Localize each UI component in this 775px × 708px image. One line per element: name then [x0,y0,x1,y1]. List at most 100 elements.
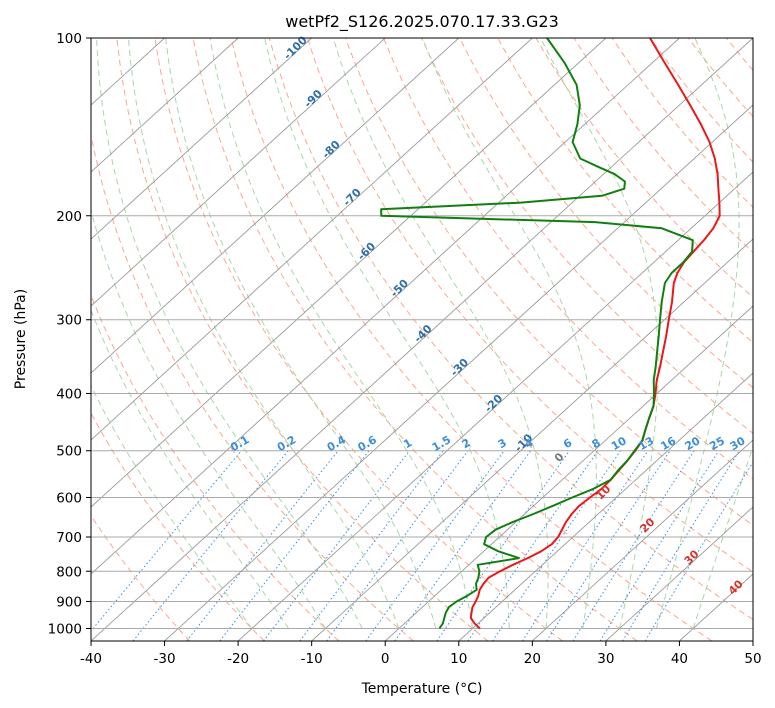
moist-adiabat-line [332,38,549,629]
mixing-ratio-line [522,450,649,641]
dry-adiabat-line [192,38,638,641]
y-axis-label: Pressure (hPa) [13,289,29,389]
dry-adiabat-line [649,38,753,163]
y-tick-label: 100 [56,31,82,47]
mixing-ratio-line [492,450,622,641]
mixing-ratio-line [622,450,740,641]
x-tick-label: -10 [301,651,323,667]
mixing-ratio-line [186,450,339,641]
dry-adiabat-line [230,38,713,641]
series-line-2 [380,38,694,630]
isotherm-label: -90 [302,87,325,110]
isotherm-line [91,38,680,575]
mixing-ratio-line [326,450,469,641]
y-tick-label: 900 [56,594,82,610]
dry-adiabat-line [268,38,753,621]
y-axis: 100 200 300 400 500 600 700 800 900 1000 [48,31,91,637]
mixing-ratio-line [365,450,505,641]
isotherm-line [91,38,460,374]
dry-adiabat-label: 40 [726,577,746,597]
x-axis: -40 -30 -20 -10 0 10 20 30 40 50 [80,641,762,667]
isotherm-line [605,506,753,641]
moist-adiabat-line [165,38,437,629]
y-tick-label: 1000 [48,621,82,637]
mixing-ratio-label: 2 [460,436,473,451]
dry-adiabat-label: 0 [552,450,567,465]
mixing-ratio-line [263,450,410,641]
dry-adiabat-line [765,38,775,641]
moist-adiabat-line [91,308,290,629]
moist-adiabat-line [421,38,597,629]
isotherm-label: -50 [388,276,411,299]
x-tick-label: 10 [450,651,467,667]
y-tick-label: 400 [56,387,82,403]
x-tick-label: 40 [671,651,688,667]
isotherm-line [532,439,753,641]
mixing-ratio-line [467,450,599,641]
dry-adiabat-line [344,38,753,526]
mixing-ratio-line [91,450,242,632]
x-tick-label: 30 [597,651,614,667]
mixing-ratio-label: 1 [401,436,414,451]
x-tick-label: 20 [524,651,541,667]
isotherm-line [384,305,753,641]
dry-adiabat-line [91,514,191,641]
moist-adiabat-line [96,38,363,629]
moist-adiabat-line [209,38,473,629]
mixing-ratio-label: 8 [590,436,603,451]
isotherm-line [311,238,753,641]
isotherm-label: -20 [482,392,505,415]
x-axis-label: Temperature (°C) [361,681,483,697]
moist-adiabat-line [692,445,753,629]
moist-adiabat-line [91,384,253,629]
isotherm-line [91,38,312,240]
y-tick-label: 200 [56,209,82,225]
isotherm-line [91,38,386,307]
y-tick-label: 500 [56,444,82,460]
grid-lines [91,38,753,641]
y-tick-label: 800 [56,564,82,580]
mixing-ratio-label: 3 [496,436,509,451]
isotherm-label: -60 [355,240,378,263]
y-tick-label: 700 [56,530,82,546]
mixing-ratio-label: 6 [561,436,574,451]
isotherm-line [164,104,753,641]
isotherm-label: -40 [411,322,434,345]
dry-adiabat-line [497,38,753,344]
plot-frame [90,37,754,642]
isotherm-label: -80 [320,138,343,161]
dry-adiabat-line [687,38,753,118]
moist-adiabat-line [127,38,400,629]
dry-adiabat-line [573,38,753,254]
isotherm-line [91,38,533,441]
y-tick-label: 300 [56,313,82,329]
isotherm-line [91,38,607,508]
x-tick-label: -20 [227,651,249,667]
chart-title: wetPf2_S126.2025.070.17.33.G23 [285,12,559,32]
moist-adiabat-line [540,38,659,629]
dry-adiabat-line [154,38,563,641]
mixing-ratio-line [599,450,720,641]
moist-adiabat-line [264,38,510,629]
moist-adiabat-line [655,38,740,629]
x-tick-label: -30 [154,651,176,667]
isotherm-label: -70 [340,186,363,209]
dry-adiabat-label: 20 [638,515,658,535]
dry-adiabat-line [116,38,489,641]
dry-adiabat-line [91,411,265,641]
dry-adiabat-line [306,38,753,573]
mixing-ratio-line [436,450,570,641]
isotherm-line [237,171,753,641]
dry-adiabat-line [535,38,753,298]
mixing-ratio-line [132,450,289,641]
background-lines [91,38,775,641]
isotherm-line [752,640,753,641]
isotherm-label: -30 [448,356,471,379]
series-lines [380,38,721,630]
x-tick-label: 0 [381,651,390,667]
x-tick-label: 50 [744,651,761,667]
isotherm-line [91,38,753,641]
y-tick-label: 600 [56,490,82,506]
isotherm-line [458,372,753,641]
